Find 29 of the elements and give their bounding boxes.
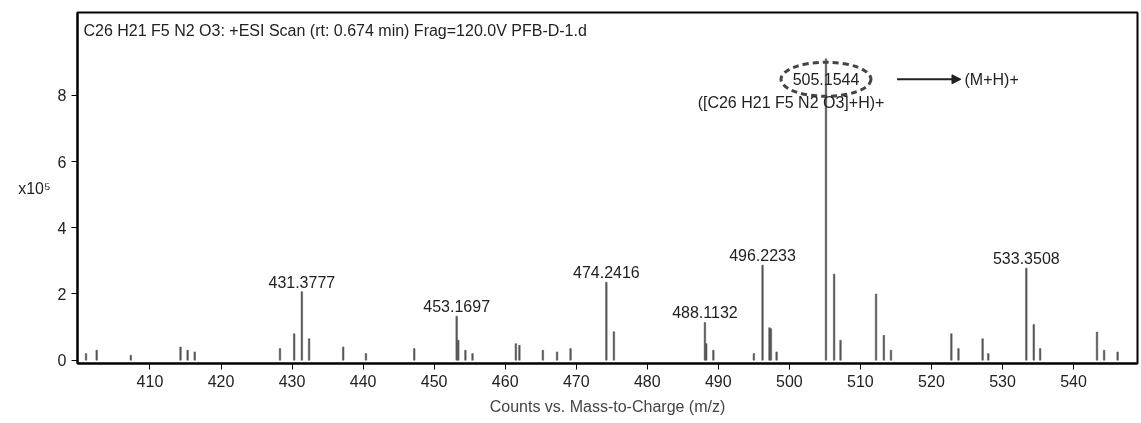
x-tick-label: 420 bbox=[207, 372, 235, 390]
x-tick-label: 510 bbox=[847, 372, 874, 390]
text: C26 H21 F5 N2 O3: +ESI Scan (rt: 0.674 min) Frag=120.0V PFB-D-1.d bbox=[83, 21, 587, 39]
x-tick-label: 410 bbox=[136, 372, 164, 390]
y-tick-label: 8 bbox=[57, 87, 67, 105]
x-tick-label: 490 bbox=[704, 372, 732, 390]
x-tick-label: 500 bbox=[776, 372, 803, 390]
y-tick-label: 4 bbox=[57, 219, 67, 237]
annotation: (M+H)+ bbox=[964, 70, 1019, 88]
y-tick-label: 6 bbox=[57, 153, 67, 171]
annotation: 453.1697 bbox=[423, 298, 491, 316]
y-tick-label: 2 bbox=[57, 285, 67, 303]
annotation: 533.3508 bbox=[992, 250, 1060, 268]
annotation: 474.2416 bbox=[573, 264, 640, 282]
annotation: 431.3777 bbox=[268, 273, 336, 291]
x-tick-label: 430 bbox=[278, 372, 306, 390]
x-tick-label: 470 bbox=[562, 372, 590, 390]
x-axis-title: Counts vs. Mass-to-Charge (m/z) bbox=[489, 397, 726, 415]
x-tick-label: 530 bbox=[989, 372, 1016, 390]
x-tick-label: 480 bbox=[633, 372, 661, 390]
y-tick-label: 0 bbox=[57, 352, 67, 370]
x-tick-label: 520 bbox=[918, 372, 945, 390]
x-tick-label: 440 bbox=[349, 372, 377, 390]
y-axis-title: x10⁵ bbox=[18, 179, 51, 197]
x-tick-label: 450 bbox=[420, 372, 448, 390]
annotation: 488.1132 bbox=[672, 304, 738, 322]
x-tick-label: 540 bbox=[1060, 372, 1088, 390]
annotation: 496.2233 bbox=[729, 247, 797, 265]
x-tick-label: 460 bbox=[491, 372, 519, 390]
